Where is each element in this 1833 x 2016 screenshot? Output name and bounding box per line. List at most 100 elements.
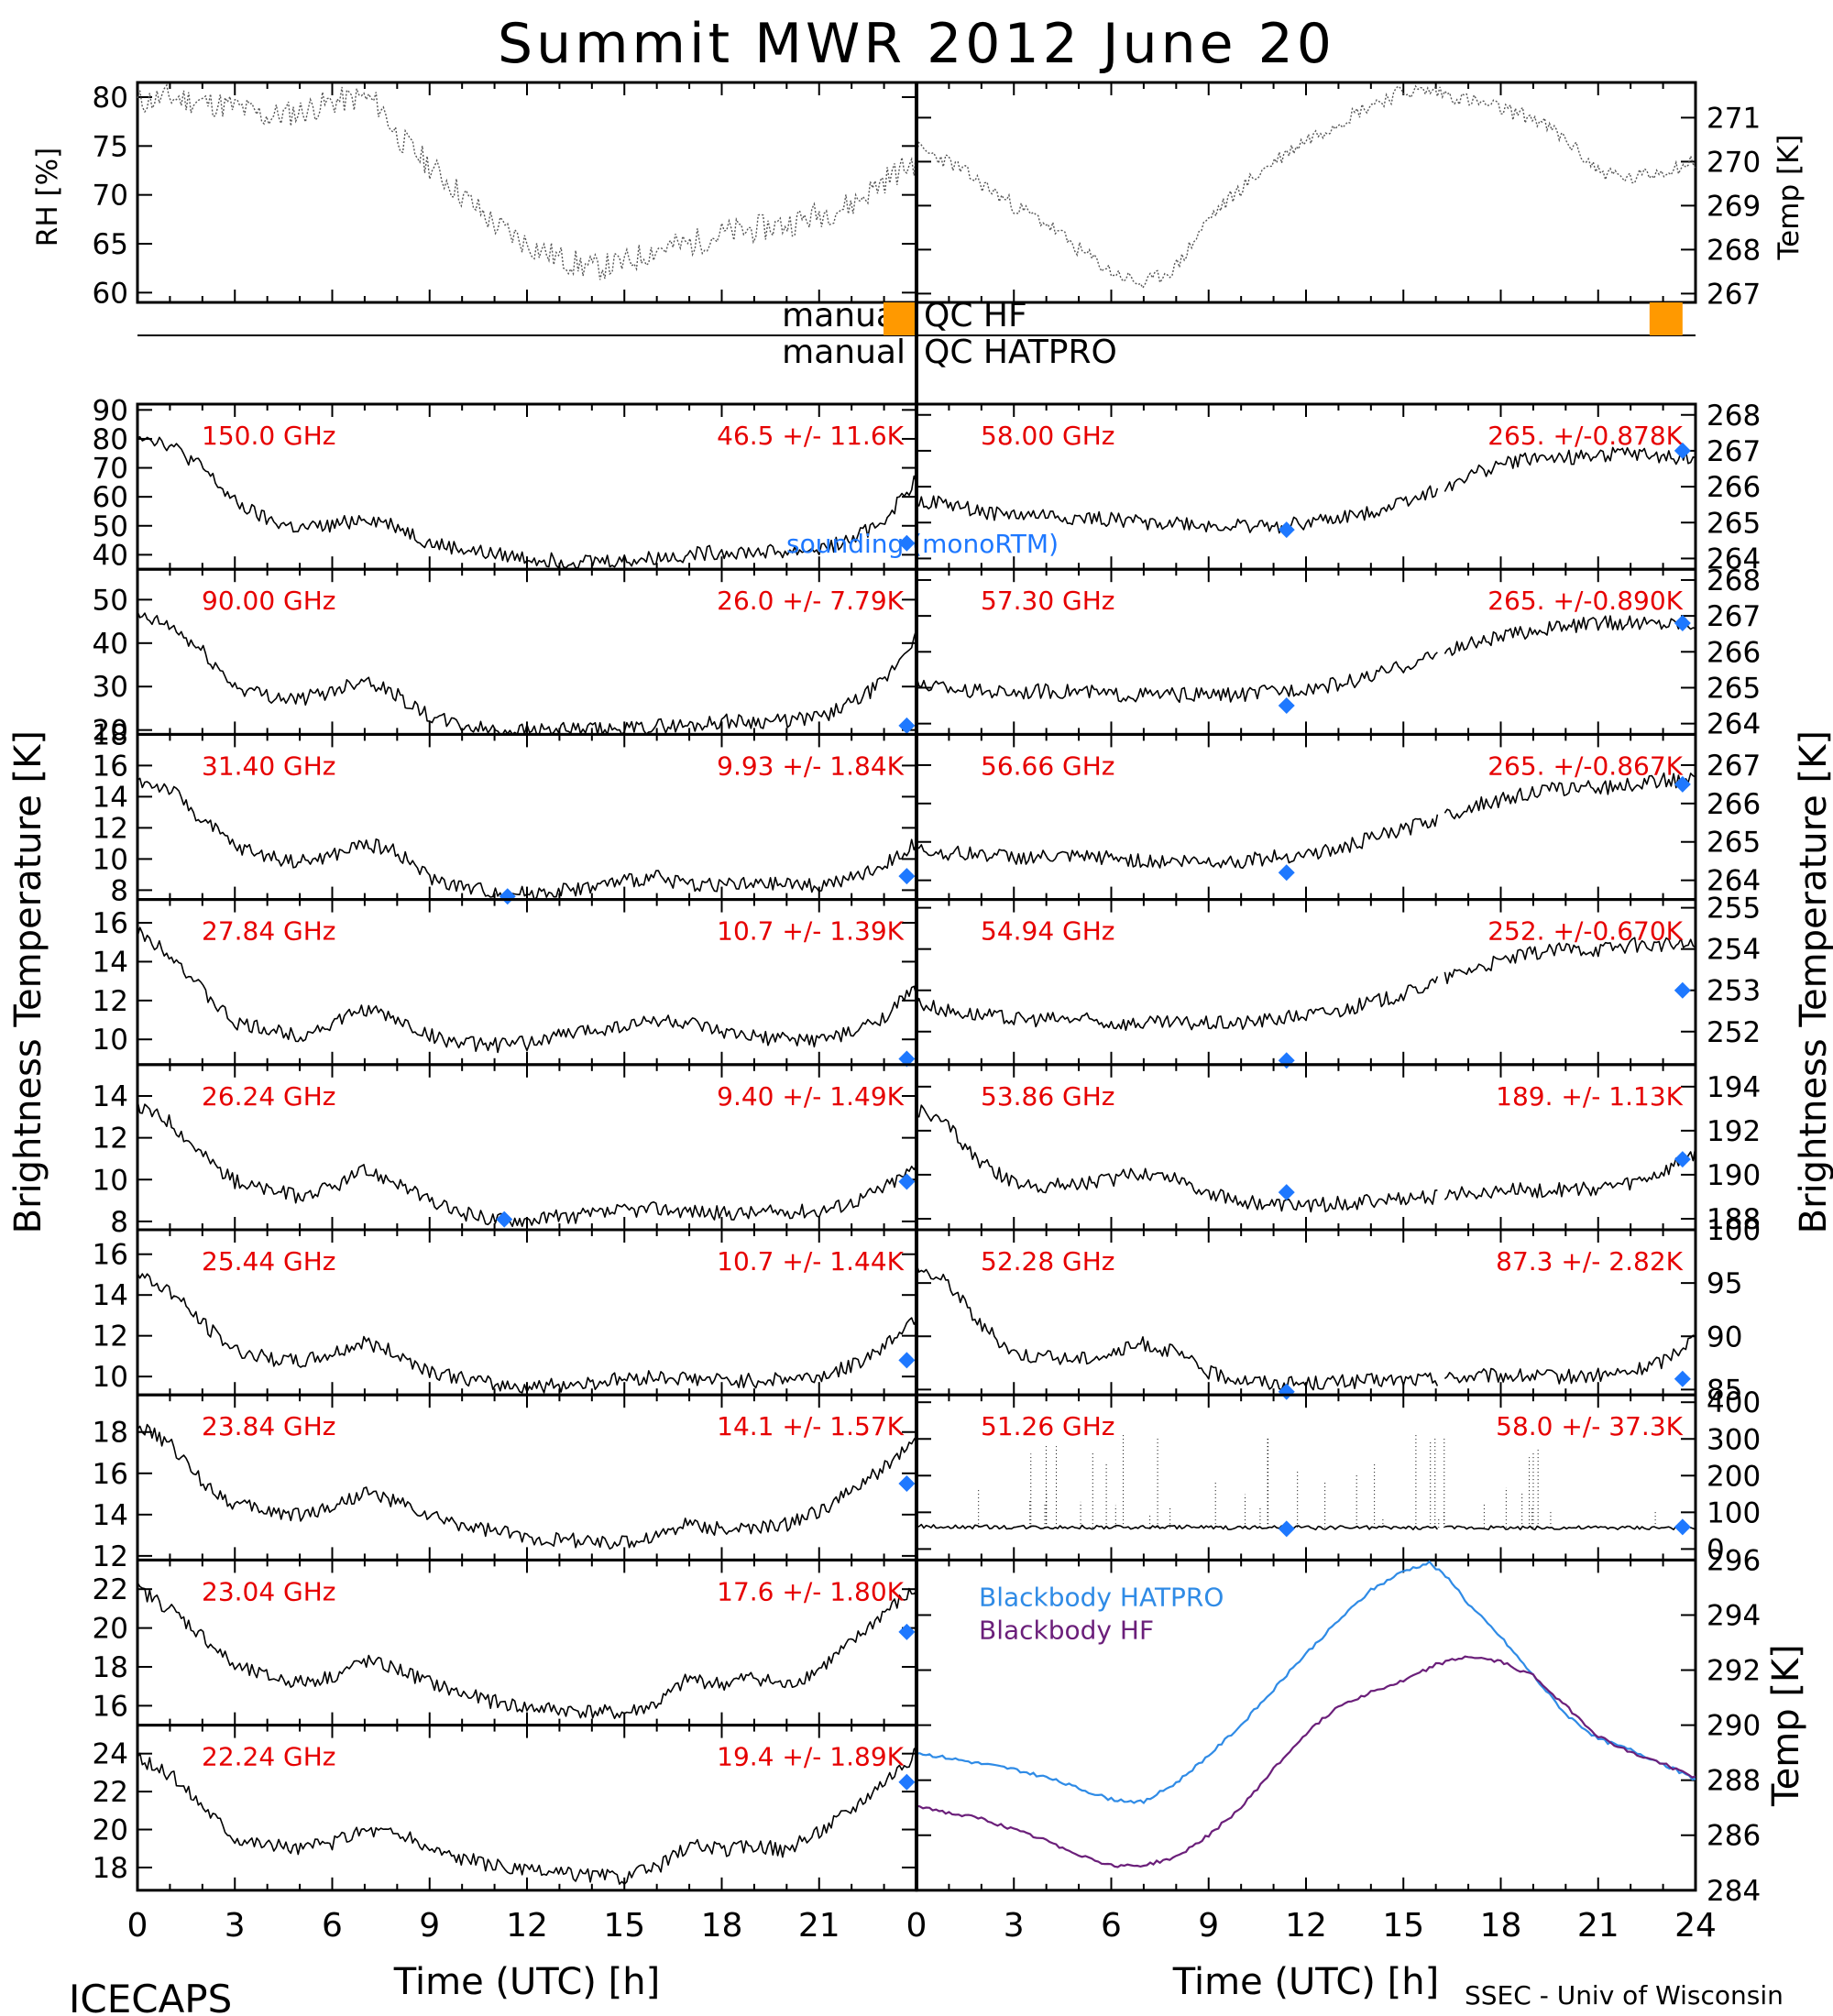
tb-frequency-label: 25.44 GHz — [202, 1246, 336, 1276]
tb-stat-label: 252. +/-0.670K — [1487, 916, 1683, 947]
y-tick-label: 253 — [1707, 975, 1761, 1008]
sounding-marker — [1278, 521, 1295, 539]
tb-frequency-label: 23.84 GHz — [202, 1411, 336, 1441]
y-tick-label: 12 — [93, 812, 128, 845]
sounding-marker — [1278, 864, 1295, 882]
tb-trace — [137, 1273, 917, 1394]
y-tick-label: 85 — [1707, 1374, 1742, 1407]
tb-stat-label: 9.40 +/- 1.49K — [717, 1081, 904, 1112]
sounding-marker — [898, 1623, 916, 1640]
y-tick-label: 267 — [1707, 600, 1761, 633]
qc-hatpro-label-right: QC HATPRO — [924, 334, 1117, 371]
tb-frequency-label: 27.84 GHz — [202, 916, 336, 947]
y-tick-label: 30 — [93, 671, 128, 704]
tb-stat-label: 19.4 +/- 1.89K — [717, 1742, 904, 1772]
y-tick-label: 8 — [110, 1206, 128, 1239]
y-tick-label: 268 — [1707, 400, 1761, 433]
tb-panel-7-0: 16 18 20 22 23.04 GHz 17.6 +/- 1.80K — [93, 1558, 918, 1727]
sounding-marker — [898, 534, 916, 552]
y-tick-label: 254 — [1707, 934, 1761, 967]
tb-frequency-label: 58.00 GHz — [981, 421, 1115, 451]
panel-frame — [915, 81, 1697, 304]
sounding-marker — [499, 888, 516, 905]
tb-trace — [916, 1104, 1696, 1213]
sounding-marker — [1674, 1370, 1691, 1387]
y-tick-label: 0 — [1707, 1533, 1725, 1566]
chart-title: Summit MWR 2012 June 20 — [498, 12, 1335, 76]
y-tick-label: 65 — [93, 228, 128, 261]
sounding-marker — [1674, 614, 1691, 631]
y-tick-label: 200 — [1707, 1460, 1761, 1493]
tb-frequency-label: 52.28 GHz — [981, 1246, 1115, 1276]
tb-frequency-label: 26.24 GHz — [202, 1081, 336, 1112]
panel-frame — [136, 81, 918, 304]
temp-axis-label: Temp [K] — [1773, 135, 1806, 261]
tb-frequency-label: 56.66 GHz — [981, 751, 1115, 781]
y-tick-label: 269 — [1707, 190, 1761, 223]
y-tick-label: 266 — [1707, 471, 1761, 504]
x-tick-label: 9 — [419, 1907, 440, 1945]
tb-trace — [137, 610, 917, 736]
y-tick-label: 266 — [1707, 636, 1761, 669]
tb-trace — [137, 436, 917, 569]
tb-panel-3-1: 252 253 254 255 54.94 GHz 252. +/-0.670K — [915, 893, 1761, 1069]
y-tick-label: 16 — [93, 1239, 128, 1272]
sounding-marker — [1674, 442, 1691, 459]
sounding-marker — [898, 1173, 916, 1190]
y-tick-label: 22 — [93, 1776, 128, 1809]
qc-hatpro-label-left: manual — [782, 334, 906, 371]
x-tick-label: 12 — [1285, 1907, 1327, 1945]
temp-trace — [916, 84, 1696, 290]
y-tick-label: 192 — [1707, 1115, 1761, 1148]
y-tick-label: 75 — [93, 130, 128, 163]
footer-left-label: ICECAPS — [69, 1977, 232, 2016]
y-tick-label: 294 — [1707, 1599, 1761, 1632]
y-tick-label: 265 — [1707, 507, 1761, 540]
y-axis-label-right: Brightness Temperature [K] — [1793, 730, 1833, 1233]
tb-trace — [916, 937, 1696, 1031]
y-tick-label: 10 — [93, 1024, 128, 1057]
y-tick-label: 284 — [1707, 1875, 1761, 1908]
tb-panel-4-1: 188 190 192 194 53.86 GHz 189. +/- 1.13K — [915, 1063, 1761, 1236]
sounding-marker — [1674, 1518, 1691, 1536]
y-tick-label: 268 — [1707, 234, 1761, 267]
y-tick-label: 12 — [93, 985, 128, 1018]
y-tick-label: 24 — [93, 1738, 128, 1771]
y-tick-label: 100 — [1707, 1496, 1761, 1529]
y-tick-label: 14 — [93, 1080, 128, 1113]
y-tick-label: 267 — [1707, 750, 1761, 783]
x-tick-label: 3 — [225, 1907, 246, 1945]
y-tick-label: 20 — [93, 1613, 128, 1646]
tb-frequency-label: 150.0 GHz — [202, 421, 336, 451]
sounding-marker — [898, 1050, 916, 1068]
y-axis-label-left: Brightness Temperature [K] — [7, 730, 49, 1233]
y-tick-label: 22 — [93, 1573, 128, 1606]
tb-stat-label: 265. +/-0.878K — [1487, 421, 1683, 451]
tb-trace — [916, 772, 1696, 870]
y-tick-label: 60 — [93, 277, 128, 310]
sounding-marker — [898, 1475, 916, 1493]
tb-trace — [916, 446, 1696, 534]
y-tick-label: 50 — [93, 584, 128, 617]
sounding-marker — [1278, 1184, 1295, 1201]
tb-panel-1-0: 20 30 40 50 90.00 GHz 26.0 +/- 7.79K — [93, 567, 918, 748]
sounding-marker — [898, 1773, 916, 1791]
y-tick-label: 270 — [1707, 146, 1761, 179]
y-tick-label: 12 — [93, 1123, 128, 1156]
tb-trace — [137, 1423, 917, 1550]
tb-stat-label: 87.3 +/- 2.82K — [1496, 1246, 1683, 1276]
y-tick-label: 292 — [1707, 1655, 1761, 1688]
x-tick-label: 9 — [1198, 1907, 1219, 1945]
y-tick-label: 14 — [93, 781, 128, 814]
tb-frequency-label: 51.26 GHz — [981, 1411, 1115, 1441]
footer-right-label: SSEC - Univ of Wisconsin — [1465, 1980, 1784, 2011]
blackbody-trace — [916, 1560, 1696, 1805]
y-tick-label: 40 — [93, 628, 128, 661]
tb-trace — [916, 615, 1696, 704]
y-tick-label: 20 — [93, 715, 128, 748]
